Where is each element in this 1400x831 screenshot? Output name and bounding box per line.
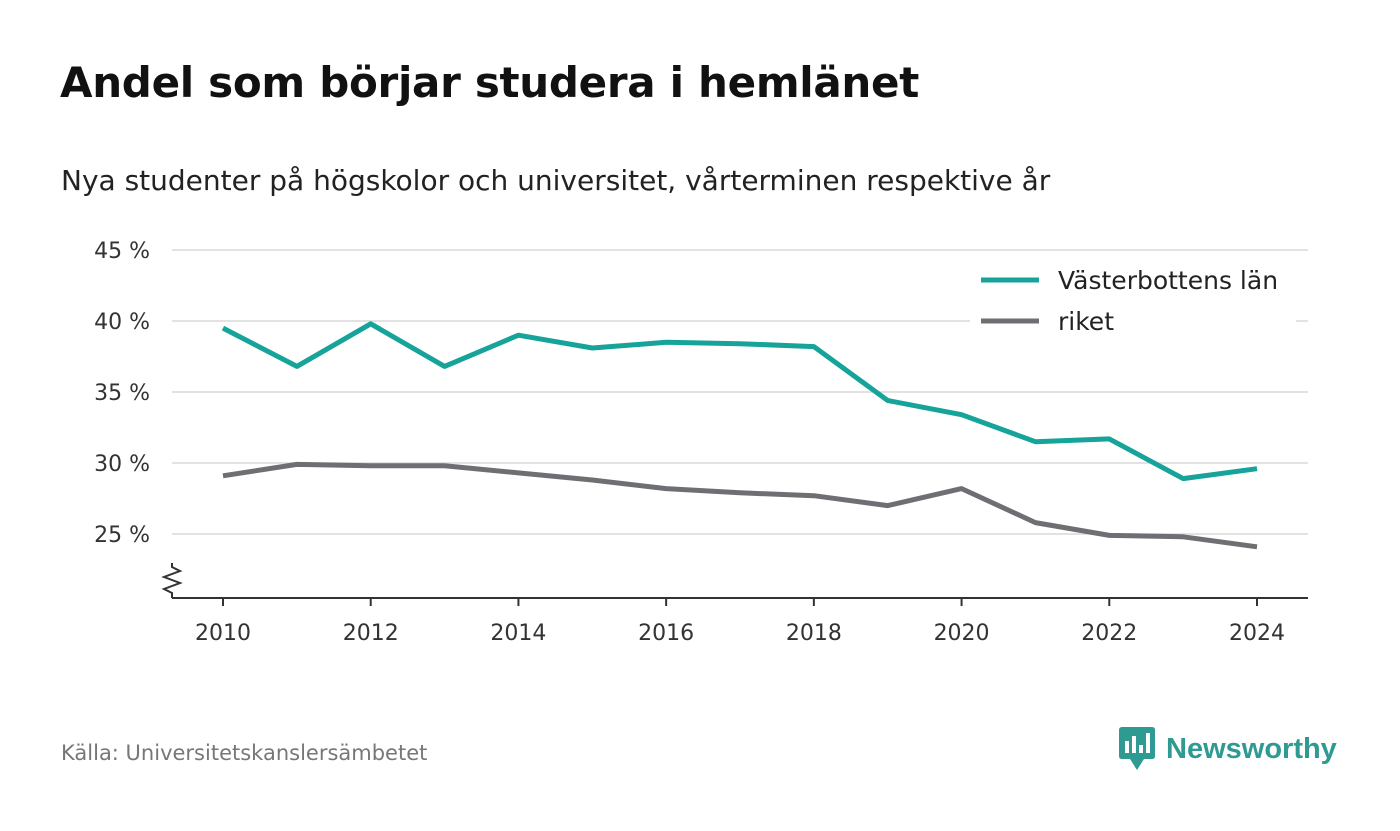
legend: Västerbottens län riket [970, 262, 1296, 342]
y-tick-label: 25 % [94, 523, 150, 548]
legend-label: Västerbottens län [1058, 266, 1278, 295]
line-chart: 25 % 30 % 35 % 40 % 45 % 2010 2012 2014 2016 2018… [94, 239, 1308, 646]
x-tick-label: 2016 [638, 621, 694, 646]
brand-name: Newsworthy [1166, 732, 1337, 765]
x-tick-label: 2012 [343, 621, 399, 646]
y-tick-label: 30 % [94, 452, 150, 477]
x-tick-label: 2022 [1081, 621, 1137, 646]
x-tick-label: 2018 [786, 621, 842, 646]
x-tick-label: 2024 [1229, 621, 1285, 646]
x-tick-label: 2014 [490, 621, 546, 646]
x-tick-label: 2010 [195, 621, 251, 646]
brand[interactable]: Newsworthy [1118, 726, 1337, 772]
legend-label: riket [1058, 307, 1114, 336]
axes: 25 % 30 % 35 % 40 % 45 % 2010 2012 2014 2016 2018… [94, 239, 1308, 646]
newsworthy-logo-icon [1119, 727, 1155, 770]
y-axis-break-icon [161, 563, 183, 598]
chart-subtitle: Nya studenter på högskolor och universit… [61, 164, 1051, 197]
chart-title: Andel som börjar studera i hemlänet [60, 58, 919, 107]
series-line-riket [222, 461, 1258, 550]
y-tick-label: 40 % [94, 310, 150, 335]
series-line-vasterbotten [221, 321, 1258, 482]
y-tick-label: 35 % [94, 381, 150, 406]
legend-background [970, 262, 1296, 342]
source-note: Källa: Universitetskanslersämbetet [61, 741, 428, 765]
y-tick-label: 45 % [94, 239, 150, 264]
x-tick-label: 2020 [934, 621, 990, 646]
series-lines [221, 321, 1258, 550]
